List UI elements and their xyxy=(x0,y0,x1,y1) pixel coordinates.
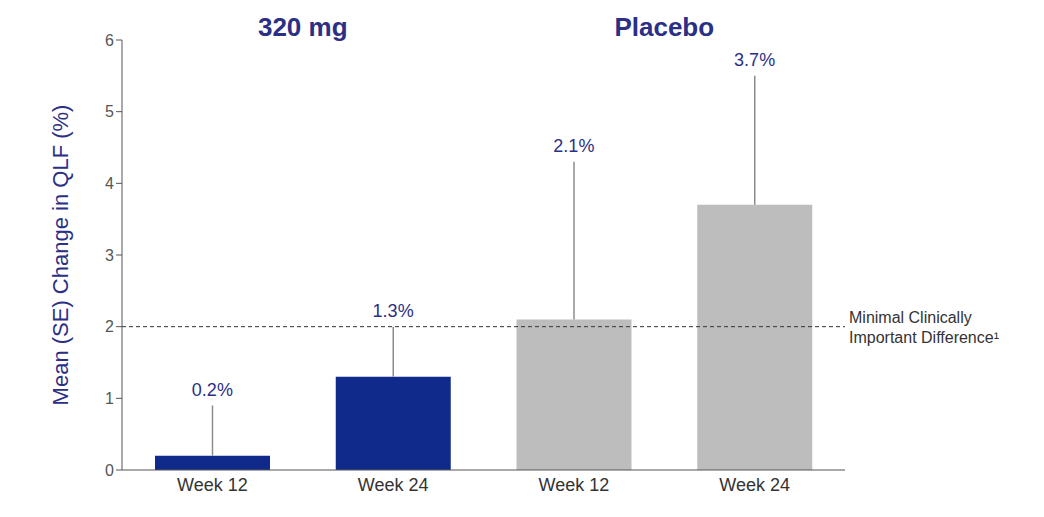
html-text:320 mg: 320 mg xyxy=(257,12,348,42)
svg-text:6: 6 xyxy=(105,32,114,49)
svg-text:4: 4 xyxy=(105,175,114,192)
svg-text:Week 24: Week 24 xyxy=(719,475,790,495)
svg-text:Minimal ClinicallyImportant Di: Minimal ClinicallyImportant Difference¹ xyxy=(849,309,999,346)
svg-text:1: 1 xyxy=(105,390,114,407)
svg-text:Week 12: Week 12 xyxy=(177,475,248,495)
svg-text:0: 0 xyxy=(105,462,114,479)
svg-text:3: 3 xyxy=(105,247,114,264)
svg-text:Week 12: Week 12 xyxy=(539,475,610,495)
html-text:Placebo: Placebo xyxy=(614,12,715,42)
svg-text:Mean (SE) Change in QLF (%): Mean (SE) Change in QLF (%) xyxy=(48,105,73,406)
svg-text:2: 2 xyxy=(105,318,114,335)
svg-text:0.2%: 0.2% xyxy=(192,380,233,400)
svg-text:2.1%: 2.1% xyxy=(553,136,594,156)
svg-text:1.3%: 1.3% xyxy=(373,301,414,321)
svg-text:5: 5 xyxy=(105,103,114,120)
svg-text:3.7%: 3.7% xyxy=(734,50,775,70)
svg-text:Week 24: Week 24 xyxy=(358,475,429,495)
